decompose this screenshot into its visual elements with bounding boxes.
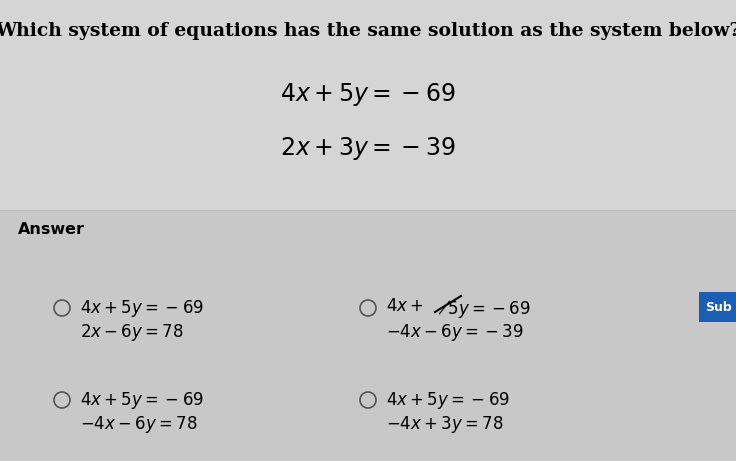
Text: $2x + 3y = -39$: $2x + 3y = -39$ bbox=[280, 135, 456, 161]
Text: $4x + 5y = -69$: $4x + 5y = -69$ bbox=[280, 82, 456, 108]
FancyBboxPatch shape bbox=[0, 210, 736, 461]
Text: $4x + 5y = -69$: $4x + 5y = -69$ bbox=[386, 390, 510, 411]
Text: Which system of equations has the same solution as the system below?: Which system of equations has the same s… bbox=[0, 22, 736, 40]
Text: $-4x - 6y = 78$: $-4x - 6y = 78$ bbox=[80, 414, 197, 435]
Text: $4x + 5y = -69$: $4x + 5y = -69$ bbox=[80, 390, 204, 411]
Text: Sub: Sub bbox=[704, 301, 732, 313]
FancyBboxPatch shape bbox=[699, 292, 736, 322]
Text: $\!\not\!5y = -69$: $\!\not\!5y = -69$ bbox=[438, 298, 531, 320]
Text: $2x - 6y = 78$: $2x - 6y = 78$ bbox=[80, 322, 183, 343]
Text: $4x + 5y = -69$: $4x + 5y = -69$ bbox=[80, 298, 204, 319]
Text: $4x +$: $4x +$ bbox=[386, 298, 424, 315]
Text: Answer: Answer bbox=[18, 222, 85, 237]
Text: $-4x - 6y = -39$: $-4x - 6y = -39$ bbox=[386, 322, 524, 343]
Text: $-4x + 3y = 78$: $-4x + 3y = 78$ bbox=[386, 414, 503, 435]
FancyBboxPatch shape bbox=[0, 0, 736, 210]
